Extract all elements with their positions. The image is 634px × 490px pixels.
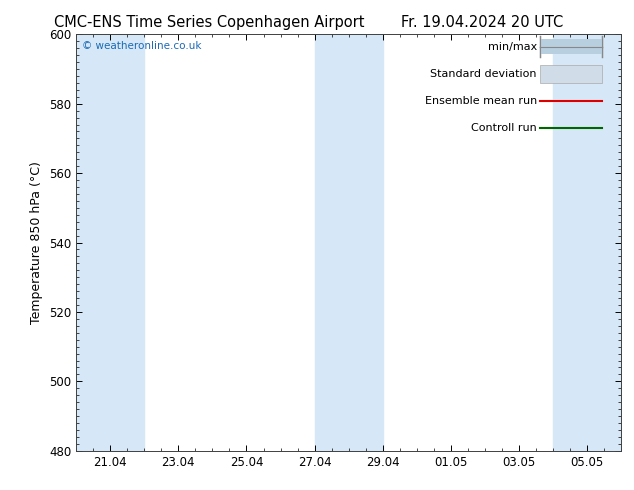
Y-axis label: Temperature 850 hPa (°C): Temperature 850 hPa (°C) <box>30 161 43 324</box>
Text: min/max: min/max <box>488 42 537 52</box>
FancyBboxPatch shape <box>540 39 602 54</box>
FancyBboxPatch shape <box>540 65 602 83</box>
Text: Ensemble mean run: Ensemble mean run <box>425 96 537 106</box>
Bar <box>76 34 144 451</box>
Text: CMC-ENS Time Series Copenhagen Airport: CMC-ENS Time Series Copenhagen Airport <box>54 15 365 30</box>
Bar <box>314 34 383 451</box>
Text: Standard deviation: Standard deviation <box>430 69 537 79</box>
Text: Fr. 19.04.2024 20 UTC: Fr. 19.04.2024 20 UTC <box>401 15 563 30</box>
Bar <box>553 34 621 451</box>
Text: © weatheronline.co.uk: © weatheronline.co.uk <box>82 41 201 50</box>
Text: Controll run: Controll run <box>471 123 537 133</box>
